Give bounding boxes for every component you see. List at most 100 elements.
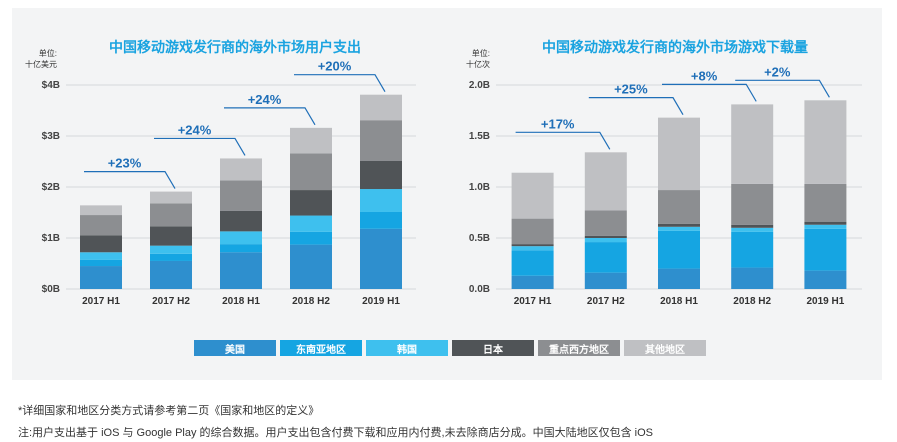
right-y-tick-label: 0.5B bbox=[469, 233, 490, 244]
left-x-tick-label: 2017 H2 bbox=[152, 296, 190, 307]
left-bar-sea bbox=[290, 231, 332, 245]
left-growth-label: +24% bbox=[248, 92, 282, 107]
left-unit-value: 十亿美元 bbox=[25, 59, 57, 69]
legend-southeast-asia: 东南亚地区 bbox=[280, 340, 362, 356]
right-bar-other bbox=[658, 117, 700, 191]
right-bar-other bbox=[731, 104, 774, 184]
right-bar-korea bbox=[511, 246, 554, 251]
left-growth-label: +24% bbox=[178, 122, 212, 137]
right-growth-connector bbox=[588, 97, 684, 115]
left-bar-japan bbox=[80, 235, 122, 253]
right-x-tick-label: 2018 H1 bbox=[660, 296, 698, 307]
left-x-tick-label: 2018 H1 bbox=[222, 296, 260, 307]
right-y-tick-label: 1.5B bbox=[469, 131, 490, 142]
right-bar-key_west bbox=[658, 190, 700, 224]
left-bar-key_west bbox=[150, 203, 192, 227]
right-unit-label: 单位: bbox=[472, 48, 490, 58]
left-y-tick-label: $1B bbox=[42, 233, 60, 244]
left-bar-sea bbox=[360, 211, 402, 229]
left-bar-korea bbox=[290, 215, 332, 232]
left-bar-japan bbox=[360, 160, 402, 190]
left-y-tick-label: $0B bbox=[42, 284, 60, 295]
right-chart-title: 中国移动游戏发行商的海外市场游戏下载量 bbox=[542, 39, 808, 55]
right-bar-korea bbox=[804, 224, 847, 229]
right-bar-other bbox=[511, 172, 554, 219]
right-x-tick-label: 2019 H1 bbox=[806, 296, 844, 307]
left-y-tick-label: $3B bbox=[42, 131, 60, 142]
left-bar-other bbox=[150, 191, 192, 204]
right-bar-sea bbox=[731, 231, 774, 268]
left-bar-us bbox=[290, 244, 332, 289]
right-bar-us bbox=[731, 267, 774, 289]
left-y-tick-label: $2B bbox=[42, 182, 60, 193]
left-bar-sea bbox=[150, 253, 192, 261]
right-growth-connector bbox=[515, 131, 611, 150]
right-bar-sea bbox=[584, 242, 627, 273]
right-bar-us bbox=[511, 275, 554, 289]
left-bar-korea bbox=[360, 189, 402, 212]
right-y-tick-label: 0.0B bbox=[469, 284, 490, 295]
left-bar-japan bbox=[220, 210, 262, 232]
left-bar-us bbox=[150, 260, 192, 289]
legend: 美国 东南亚地区 韩国 日本 重点西方地区 其他地区 bbox=[194, 340, 706, 356]
right-bar-japan bbox=[658, 223, 700, 227]
left-bar-key_west bbox=[220, 180, 262, 211]
left-growth-label: +20% bbox=[318, 59, 352, 74]
left-growth-connector bbox=[154, 137, 246, 156]
right-chart: 0.0B 0.5B 1.0B 1.5B 2.0B 2017 H1 2017 H2 2018 H… bbox=[469, 64, 862, 307]
right-bar-us bbox=[584, 272, 627, 289]
left-y-tick-label: $4B bbox=[42, 80, 60, 91]
right-bar-korea bbox=[658, 226, 700, 231]
right-growth-label: +17% bbox=[541, 116, 575, 131]
right-bar-korea bbox=[584, 238, 627, 243]
left-bar-key_west bbox=[360, 120, 402, 161]
right-bar-japan bbox=[511, 244, 554, 247]
left-bar-korea bbox=[80, 252, 122, 260]
right-unit-value: 十亿次 bbox=[466, 59, 490, 69]
right-growth-connector bbox=[735, 79, 830, 98]
left-growth-label: +23% bbox=[108, 156, 142, 171]
right-x-tick-label: 2017 H2 bbox=[587, 296, 625, 307]
right-x-tick-label: 2017 H1 bbox=[514, 296, 552, 307]
left-chart-title: 中国移动游戏发行商的海外市场用户支出 bbox=[109, 39, 361, 55]
right-bar-key_west bbox=[804, 183, 847, 222]
left-growth-connector bbox=[224, 107, 316, 126]
left-bar-other bbox=[80, 205, 122, 216]
left-x-tick-label: 2019 H1 bbox=[362, 296, 400, 307]
right-bar-japan bbox=[804, 221, 847, 225]
left-growth-connector bbox=[84, 170, 176, 189]
legend-other: 其他地区 bbox=[624, 340, 706, 356]
left-growth-connector bbox=[294, 74, 386, 92]
right-bar-key_west bbox=[731, 183, 774, 225]
left-x-tick-label: 2018 H2 bbox=[292, 296, 330, 307]
right-y-tick-label: 2.0B bbox=[469, 80, 490, 91]
right-bar-japan bbox=[584, 235, 627, 238]
right-bar-us bbox=[658, 268, 700, 289]
legend-us: 美国 bbox=[194, 340, 276, 356]
right-bar-sea bbox=[511, 250, 554, 276]
left-bar-sea bbox=[220, 244, 262, 253]
right-bar-sea bbox=[804, 228, 847, 271]
left-bar-japan bbox=[150, 226, 192, 246]
right-bar-other bbox=[804, 100, 847, 184]
left-x-tick-label: 2017 H1 bbox=[82, 296, 120, 307]
left-bar-other bbox=[220, 158, 262, 181]
left-bar-us bbox=[360, 228, 402, 289]
right-bar-japan bbox=[731, 224, 774, 228]
right-y-tick-label: 1.0B bbox=[469, 182, 490, 193]
left-bar-key_west bbox=[290, 153, 332, 191]
right-growth-connector bbox=[662, 83, 757, 102]
left-bar-korea bbox=[220, 231, 262, 245]
right-bar-sea bbox=[658, 230, 700, 269]
legend-korea: 韩国 bbox=[366, 340, 448, 356]
right-growth-label: +25% bbox=[614, 82, 648, 97]
legend-key-west: 重点西方地区 bbox=[538, 340, 620, 356]
footnote-definition: *详细国家和地区分类方式请参考第二页《国家和地区的定义》 bbox=[18, 405, 320, 417]
right-bar-korea bbox=[731, 227, 774, 232]
left-bar-us bbox=[80, 266, 122, 289]
left-bar-other bbox=[360, 94, 402, 121]
left-bar-us bbox=[220, 252, 262, 289]
right-bar-key_west bbox=[511, 218, 554, 245]
left-unit-label: 单位: bbox=[39, 48, 57, 58]
